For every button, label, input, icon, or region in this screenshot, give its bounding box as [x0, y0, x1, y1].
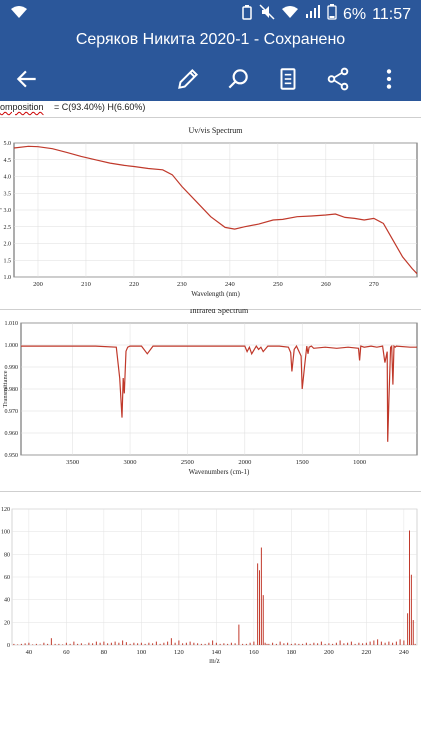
- x-tick-label: 80: [101, 649, 108, 656]
- x-axis-label: m/z: [209, 657, 220, 665]
- y-tick-label: 3.0: [4, 208, 12, 214]
- y-tick-label: 0: [7, 643, 10, 649]
- x-tick-label: 1500: [296, 459, 309, 466]
- y-tick-label: 0.980: [5, 387, 19, 393]
- x-tick-label: 40: [26, 649, 33, 656]
- y-tick-label: 40: [4, 598, 10, 604]
- x-tick-label: 220: [129, 281, 139, 288]
- edit-pencil-icon[interactable]: [170, 61, 206, 97]
- composition-label: omposition: [0, 102, 44, 112]
- divider: [0, 309, 421, 310]
- y-tick-label: 0.960: [5, 431, 19, 437]
- y-tick-label: 3.5: [4, 191, 12, 197]
- divider: [0, 117, 421, 118]
- x-tick-label: 2500: [181, 459, 194, 466]
- y-tick-label: 80: [4, 552, 10, 558]
- x-tick-label: 240: [225, 281, 235, 288]
- x-tick-label: 1000: [353, 459, 366, 466]
- y-tick-label: 1.0: [4, 275, 12, 281]
- mass-spectrum-chart: 40 60 80 100 120 140 160 180 200 220 240 0 20 40 60 80 1…: [1, 507, 418, 665]
- y-axis-label: Abs. epsilon: [0, 193, 2, 226]
- x-tick-label: 120: [174, 649, 184, 656]
- x-tick-label: 210: [81, 281, 91, 288]
- x-tick-label: 2000: [238, 459, 251, 466]
- x-tick-label: 3000: [124, 459, 137, 466]
- x-tick-label: 240: [399, 649, 409, 656]
- y-tick-label: 5.0: [4, 141, 12, 147]
- y-tick-label: 0.970: [5, 409, 19, 415]
- status-bar: 6% 11:57: [0, 0, 421, 27]
- x-tick-label: 100: [137, 649, 147, 656]
- y-tick-label: 2.0: [4, 242, 12, 248]
- divider: [0, 491, 421, 492]
- share-icon[interactable]: [320, 61, 356, 97]
- document-title: Серяков Никита 2020-1 - Сохранено: [0, 27, 421, 57]
- more-vert-icon[interactable]: [371, 61, 407, 97]
- x-tick-label: 260: [321, 281, 331, 288]
- y-tick-label: 120: [1, 507, 10, 513]
- toolbar: [0, 57, 421, 101]
- y-tick-label: 1.010: [5, 321, 19, 327]
- mute-icon: [259, 4, 275, 25]
- x-tick-label: 270: [369, 281, 379, 288]
- series-line: [13, 145, 418, 275]
- document-page[interactable]: omposition = C(93.40%) H(6.60%) Uv/vis S…: [0, 101, 421, 750]
- composition-value: = C(93.40%) H(6.60%): [54, 102, 146, 112]
- uvvis-chart: Uv/vis Spectrum 200 210 220 230 240 250 260 270 1…: [0, 126, 418, 298]
- x-tick-label: 200: [33, 281, 43, 288]
- x-tick-label: 220: [362, 649, 372, 656]
- back-arrow-icon[interactable]: [9, 61, 45, 97]
- y-tick-label: 4.5: [4, 158, 12, 164]
- search-icon[interactable]: [220, 61, 256, 97]
- infrared-chart: Infrared Spectrum 3500 3000 2500 2000 1500 100…: [2, 309, 418, 476]
- chart-title: Uv/vis Spectrum: [189, 126, 244, 135]
- battery-icon: [327, 4, 337, 25]
- x-tick-label: 230: [177, 281, 187, 288]
- y-tick-label: 4.0: [4, 175, 12, 181]
- battery-percent: 6%: [343, 5, 367, 23]
- series-line: [21, 344, 417, 442]
- clock: 11:57: [372, 5, 411, 23]
- wifi-icon: [10, 5, 28, 22]
- x-tick-label: 180: [287, 649, 297, 656]
- y-tick-label: 0.990: [5, 365, 19, 371]
- y-tick-label: 20: [4, 620, 10, 626]
- mobile-view-icon[interactable]: [270, 61, 306, 97]
- chart-title: Infrared Spectrum: [190, 309, 249, 315]
- x-tick-label: 60: [63, 649, 70, 656]
- x-tick-label: 250: [273, 281, 283, 288]
- y-tick-label: 0.950: [5, 453, 19, 459]
- x-axis-label: Wavelength (nm): [191, 290, 240, 298]
- y-tick-label: 2.5: [4, 225, 12, 231]
- x-tick-label: 160: [249, 649, 259, 656]
- y-tick-label: 1.5: [4, 258, 12, 264]
- y-tick-label: 60: [4, 575, 10, 581]
- sync-icon: [241, 4, 253, 25]
- x-axis-label: Wavenumbers (cm-1): [189, 468, 250, 476]
- y-tick-label: 100: [1, 530, 10, 536]
- y-tick-label: 1.000: [5, 343, 19, 349]
- signal-icon: [305, 5, 321, 24]
- x-tick-label: 140: [212, 649, 222, 656]
- x-tick-label: 3500: [66, 459, 79, 466]
- wifi-icon: [281, 5, 299, 24]
- x-tick-label: 200: [324, 649, 334, 656]
- composition-line: omposition = C(93.40%) H(6.60%): [0, 102, 145, 112]
- y-axis-label: Transmittance: [2, 370, 9, 407]
